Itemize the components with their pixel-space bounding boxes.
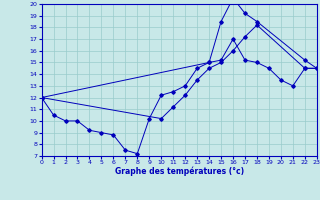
X-axis label: Graphe des températures (°c): Graphe des températures (°c) bbox=[115, 167, 244, 176]
